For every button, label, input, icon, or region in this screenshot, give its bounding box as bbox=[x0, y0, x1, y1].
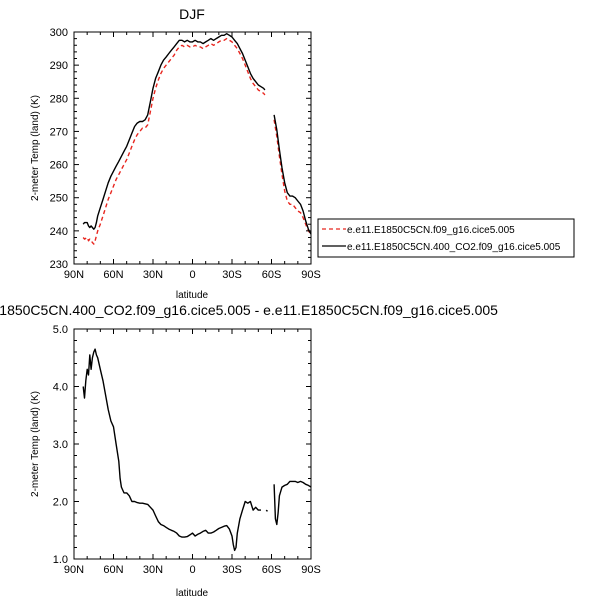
y-tick-label: 290 bbox=[50, 60, 68, 72]
x-tick-label: 60S bbox=[262, 564, 282, 576]
plot-lines bbox=[82, 348, 312, 552]
x-tick-label: 30N bbox=[143, 564, 163, 576]
y-tick-label: 270 bbox=[50, 126, 68, 138]
x-tick-label: 30S bbox=[222, 564, 242, 576]
y-tick-label: 1.0 bbox=[53, 554, 68, 566]
series-line-0-segment-0 bbox=[82, 348, 261, 552]
legend: e.e11.E1850C5CN.f09_g16.cice5.005 e.e11.… bbox=[317, 218, 575, 258]
series-line-0-segment-1 bbox=[273, 119, 312, 235]
panel-top: DJF 90N 60N 30N 0 30S 60S 90S 2302402502602702… bbox=[30, 6, 575, 301]
y-tick-label: 300 bbox=[50, 27, 68, 39]
x-tick-label: 90N bbox=[64, 269, 84, 281]
legend-label-control: e.e11.E1850C5CN.f09_g16.cice5.005 bbox=[347, 225, 515, 236]
x-ticks: 90N 60N 30N 0 30S 60S 90S bbox=[64, 32, 321, 281]
y-tick-label: 5.0 bbox=[53, 324, 68, 336]
x-tick-label: 90N bbox=[64, 564, 84, 576]
x-tick-label: 30S bbox=[222, 269, 242, 281]
x-tick-label: 60N bbox=[103, 269, 123, 281]
x-axis-label: latitude bbox=[176, 290, 209, 301]
series-line-0-segment-2 bbox=[273, 480, 312, 526]
panel-bottom: e.e11.E1850C5CN.400_CO2.f09_g16.cice5.00… bbox=[0, 302, 498, 599]
plot-lines bbox=[82, 33, 312, 245]
y-tick-label: 2.0 bbox=[53, 497, 68, 509]
plot-frame bbox=[73, 328, 312, 560]
y-ticks: 1.0 2.0 3.0 4.0 5.0 bbox=[53, 324, 311, 566]
chart-title: DJF bbox=[179, 6, 205, 22]
x-tick-label: 90S bbox=[301, 564, 321, 576]
series-line-0-segment-1 bbox=[265, 509, 268, 512]
y-tick-label: 260 bbox=[50, 160, 68, 172]
legend-label-co2: e.e11.E1850C5CN.400_CO2.f09_g16.cice5.00… bbox=[347, 242, 561, 253]
plot-frame bbox=[73, 31, 312, 265]
series-line-1-segment-1 bbox=[273, 114, 312, 235]
x-tick-label: 90S bbox=[301, 269, 321, 281]
y-axis-label: 2-meter Temp (land) (K) bbox=[30, 391, 41, 497]
y-ticks: 230 240 250 260 270 280 290 300 bbox=[50, 27, 311, 271]
y-tick-label: 3.0 bbox=[53, 439, 68, 451]
x-tick-label: 60S bbox=[262, 269, 282, 281]
series-line-1-segment-0 bbox=[82, 33, 266, 230]
y-tick-label: 250 bbox=[50, 193, 68, 205]
x-axis-label: latitude bbox=[176, 588, 209, 599]
x-tick-label: 30N bbox=[143, 269, 163, 281]
y-tick-label: 230 bbox=[50, 259, 68, 271]
x-ticks: 90N 60N 30N 0 30S 60S 90S bbox=[64, 329, 321, 576]
y-tick-label: 240 bbox=[50, 226, 68, 238]
chart-title: e.e11.E1850C5CN.400_CO2.f09_g16.cice5.00… bbox=[0, 302, 498, 318]
x-tick-label: 60N bbox=[103, 564, 123, 576]
legend-box bbox=[317, 218, 575, 258]
y-axis-label: 2-meter Temp (land) (K) bbox=[30, 95, 41, 201]
x-tick-label: 0 bbox=[189, 269, 195, 281]
series-line-0-segment-0 bbox=[82, 37, 266, 245]
y-tick-label: 280 bbox=[50, 93, 68, 105]
x-tick-label: 0 bbox=[189, 564, 195, 576]
y-tick-label: 4.0 bbox=[53, 382, 68, 394]
